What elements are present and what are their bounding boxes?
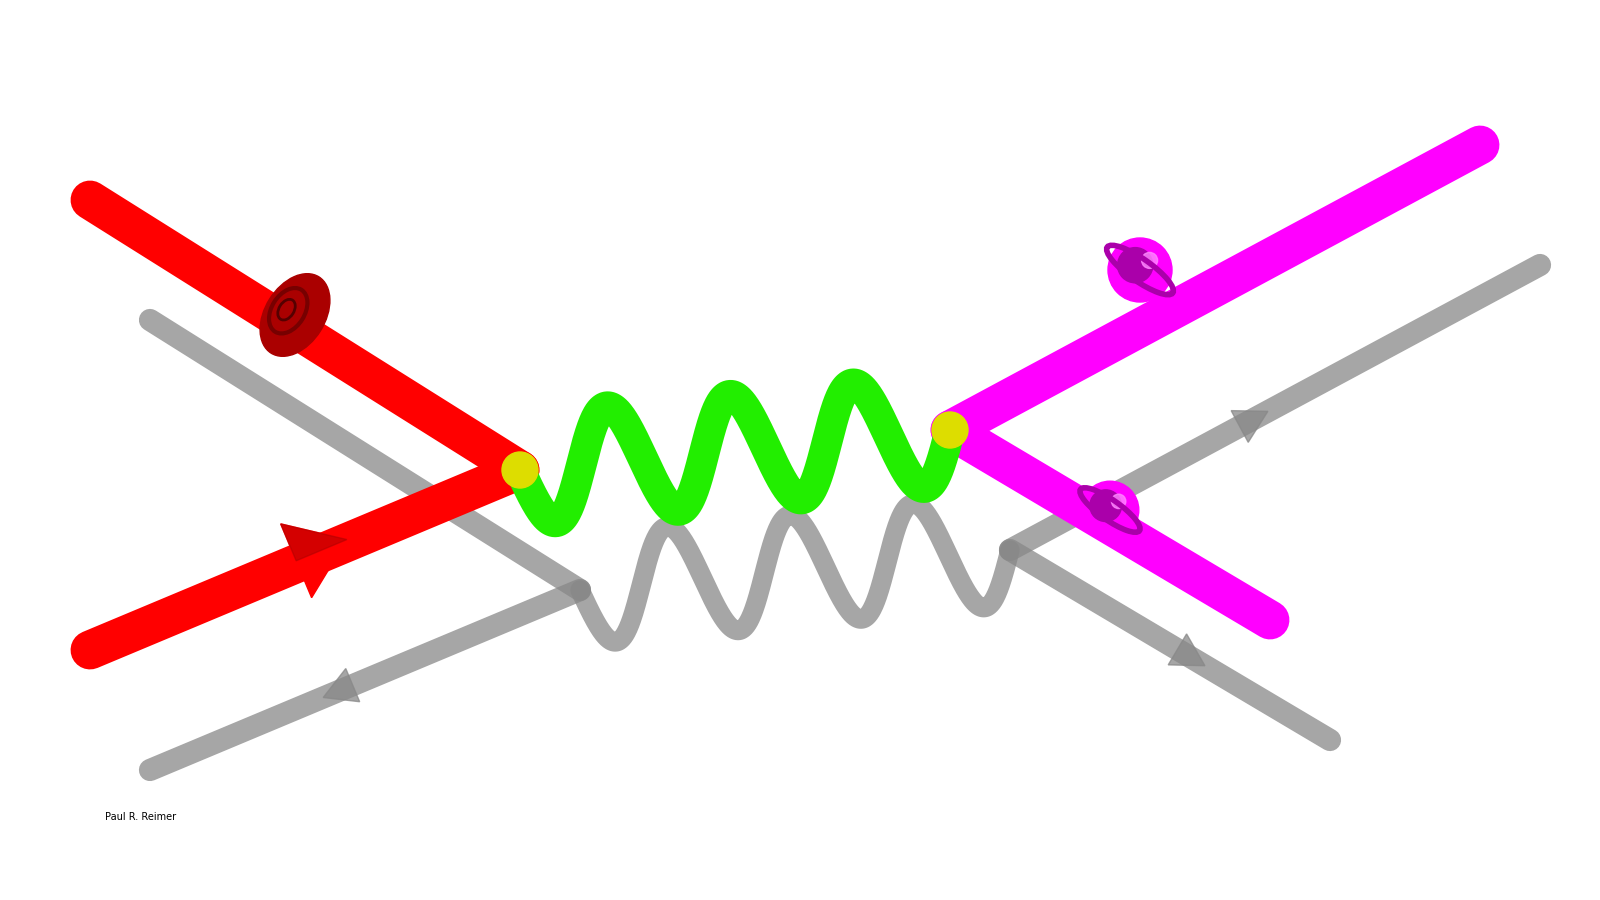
Text: Paul R. Reimer: Paul R. Reimer [106, 812, 176, 822]
Circle shape [1118, 248, 1152, 283]
Circle shape [1082, 482, 1139, 539]
Polygon shape [1168, 634, 1205, 666]
Circle shape [1090, 490, 1122, 521]
Circle shape [1141, 252, 1157, 268]
Circle shape [1107, 238, 1171, 302]
Ellipse shape [261, 274, 330, 356]
Polygon shape [1230, 410, 1267, 442]
Circle shape [1112, 494, 1126, 508]
Polygon shape [280, 524, 347, 598]
Circle shape [502, 452, 538, 488]
Circle shape [931, 412, 968, 448]
Polygon shape [323, 669, 360, 702]
Polygon shape [280, 524, 347, 561]
